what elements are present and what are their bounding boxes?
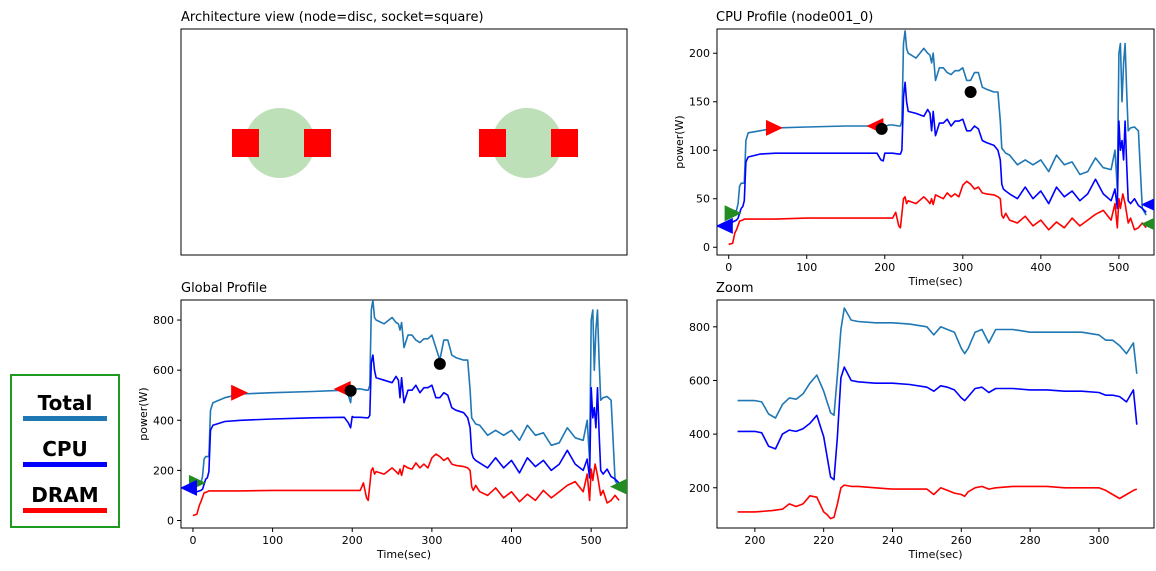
zoom-plot-area: [737, 307, 1138, 520]
global-profile-panel: Global Profile 0 100 200 300 400 500 0 200 400 60…: [137, 281, 628, 561]
cpu-profile-title: CPU Profile (node001_0): [716, 10, 873, 25]
zoom-x-tick-label: 200: [744, 534, 765, 547]
zoom-y-tick-label: 800: [689, 321, 710, 334]
cpu-profile-y-tick-label: 50: [696, 193, 710, 206]
legend-entry-total: Total: [12, 392, 118, 421]
architecture-nodes: [232, 108, 578, 178]
global-profile-x-tick-label: 200: [342, 534, 363, 547]
cpu-profile-x-tick-label: 300: [952, 261, 973, 274]
legend-swatch-dram: [23, 508, 107, 513]
socket-square: [551, 129, 578, 157]
global-profile-plot-area: [181, 300, 627, 517]
global-profile-dram-line: [192, 453, 620, 517]
cpu-profile-y-tick-label: 200: [689, 47, 710, 60]
socket-square: [304, 129, 331, 157]
zoom-x-axis-label: Time(sec): [907, 548, 962, 561]
zoom-cpu-line: [737, 366, 1138, 481]
socket-square: [232, 129, 259, 157]
node-disc: [245, 108, 315, 178]
zoom-x-tick-label: 220: [813, 534, 834, 547]
cpu-profile-dram-line: [728, 180, 1147, 246]
global-profile-y-tick-label: 400: [153, 414, 174, 427]
socket-square: [479, 129, 506, 157]
global-profile-total-line: [192, 300, 620, 489]
legend-swatch-total: [23, 416, 107, 421]
zoom-total-line: [737, 307, 1138, 419]
cpu-profile-x-tick-label: 200: [874, 261, 895, 274]
cpu-profile-x-tick-label: 500: [1108, 261, 1129, 274]
legend-label-dram: DRAM: [31, 483, 99, 507]
cpu-profile-x-tick-label: 400: [1030, 261, 1051, 274]
cpu-profile-y-axis-label: power(W): [673, 115, 686, 168]
global-profile-circle-marker: [433, 357, 446, 370]
cpu-profile-triangle-right-marker: [724, 205, 742, 222]
cpu-profile-frame: [716, 28, 1155, 256]
legend-label-cpu: CPU: [42, 437, 88, 461]
cpu-profile-circle-marker: [964, 86, 977, 99]
global-profile-circle-marker: [344, 384, 357, 397]
cpu-profile-y-tick-label: 0: [703, 241, 710, 254]
cpu-profile-cpu-line: [728, 81, 1147, 227]
cpu-profile-triangle-left-marker: [1141, 217, 1154, 231]
cpu-profile-total-line: [728, 30, 1147, 216]
cpu-profile-x-axis-label: Time(sec): [907, 275, 962, 288]
global-profile-y-tick-label: 0: [167, 514, 174, 527]
global-profile-x-axis-label: Time(sec): [376, 548, 431, 561]
zoom-dram-line: [737, 484, 1138, 520]
global-profile-frame: [180, 299, 628, 529]
cpu-profile-x-tick-label: 0: [725, 261, 732, 274]
global-profile-x-tick-label: 100: [262, 534, 283, 547]
global-profile-x-tick-label: 400: [501, 534, 522, 547]
cpu-profile-x-tick-label: 100: [796, 261, 817, 274]
zoom-frame: [716, 299, 1155, 529]
zoom-x-tick-label: 300: [1088, 534, 1109, 547]
cpu-profile-triangle-left-marker: [717, 217, 733, 234]
global-profile-cpu-line: [192, 354, 620, 494]
legend-entry-dram: DRAM: [12, 484, 118, 513]
zoom-x-tick-label: 280: [1020, 534, 1041, 547]
zoom-x-tick-label: 260: [951, 534, 972, 547]
global-profile-y-axis-label: power(W): [137, 387, 150, 440]
legend-entry-cpu: CPU: [12, 438, 118, 467]
global-profile-title: Global Profile: [181, 281, 267, 296]
global-profile-y-tick-label: 800: [153, 314, 174, 327]
zoom-y-tick-label: 400: [689, 428, 710, 441]
cpu-profile-circle-marker: [875, 122, 888, 135]
zoom-x-tick-label: 240: [882, 534, 903, 547]
cpu-profile-triangle-left-marker: [1141, 198, 1154, 211]
legend-swatch-cpu: [23, 462, 107, 467]
global-profile-triangle-right-marker: [231, 384, 249, 401]
zoom-panel: Zoom 200 220 240 260 280 300 200 400 600 800 Time(…: [689, 281, 1155, 561]
legend-label-total: Total: [37, 391, 93, 415]
node-disc: [492, 108, 562, 178]
architecture-view-panel: Architecture view (node=disc, socket=squ…: [180, 10, 628, 256]
cpu-profile-plot-area: [717, 30, 1154, 246]
global-profile-x-tick-label: 500: [581, 534, 602, 547]
cpu-profile-y-tick-label: 150: [689, 96, 710, 109]
zoom-y-tick-label: 600: [689, 374, 710, 387]
global-profile-x-tick-label: 0: [189, 534, 196, 547]
global-profile-triangle-left-marker: [181, 479, 197, 496]
zoom-y-tick-label: 200: [689, 482, 710, 495]
global-profile-y-tick-label: 200: [153, 464, 174, 477]
cpu-profile-triangle-right-marker: [765, 119, 783, 136]
global-profile-x-tick-label: 300: [421, 534, 442, 547]
zoom-title: Zoom: [716, 281, 753, 296]
global-profile-y-tick-label: 600: [153, 364, 174, 377]
cpu-profile-panel: CPU Profile (node001_0) 0 100 200 300 400 500…: [673, 10, 1155, 288]
architecture-view-title: Architecture view (node=disc, socket=squ…: [181, 10, 484, 25]
cpu-profile-y-tick-label: 100: [689, 144, 710, 157]
legend: Total CPU DRAM: [10, 374, 120, 528]
global-profile-triangle-left-marker: [610, 478, 627, 495]
